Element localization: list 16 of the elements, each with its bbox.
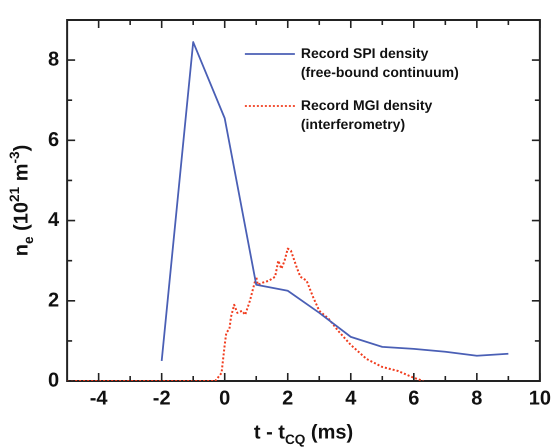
y-axis-title: ne (1021 m-3) — [6, 144, 36, 256]
x-tick-label: -2 — [152, 388, 171, 410]
x-tick-label: 8 — [471, 388, 482, 410]
y-tick-label: 6 — [48, 128, 60, 151]
x-tick-label: 4 — [345, 388, 358, 410]
x-tick-label: 0 — [219, 388, 230, 410]
y-tick-label: 4 — [48, 209, 60, 232]
y-tick-label: 2 — [48, 289, 60, 312]
legend-label: Record MGI density (interferometry) — [300, 96, 433, 132]
x-tick-label: 2 — [282, 388, 294, 410]
x-tick-label: 10 — [528, 388, 551, 410]
y-tick-label: 0 — [48, 370, 60, 392]
y-tick-label: 8 — [48, 48, 60, 71]
x-tick-label: 6 — [408, 388, 420, 410]
x-tick-label: -4 — [90, 388, 108, 410]
legend-label: Record SPI density (free-bound continuum) — [300, 44, 459, 80]
